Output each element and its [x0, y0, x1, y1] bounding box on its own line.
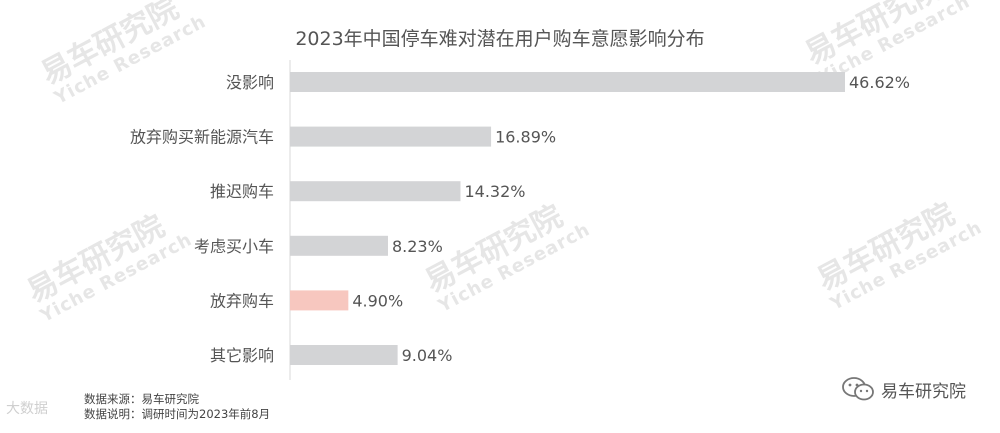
category-label: 推迟购车 [210, 182, 274, 201]
data-label: 16.89% [495, 128, 556, 147]
bar [290, 126, 492, 147]
data-source: 数据来源：易车研究院 [84, 392, 199, 406]
data-label: 14.32% [464, 182, 525, 201]
data-label: 9.04% [402, 346, 453, 365]
bar [290, 235, 388, 256]
bar [290, 181, 461, 202]
data-note: 数据说明：调研时间为2023年前8月 [84, 407, 271, 421]
category-label: 其它影响 [210, 346, 274, 365]
bar [290, 345, 398, 365]
data-label: 46.62% [849, 73, 910, 92]
brand-badge: 易车研究院 [841, 376, 966, 402]
category-label: 考虑买小车 [194, 237, 274, 256]
chart-footer: 数据来源：易车研究院 数据说明：调研时间为2023年前8月 [84, 392, 270, 422]
brand-name: 易车研究院 [881, 381, 966, 402]
data-label: 8.23% [392, 237, 443, 256]
category-label: 没影响 [226, 73, 274, 92]
corner-watermark: 大数据 [6, 401, 48, 417]
category-label: 放弃购车 [210, 291, 274, 310]
chart-title: 2023年中国停车难对潜在用户购车意愿影响分布 [295, 28, 705, 50]
category-label: 放弃购买新能源汽车 [130, 128, 274, 147]
bar [290, 72, 845, 92]
bar [290, 290, 349, 311]
data-label: 4.90% [352, 291, 403, 310]
wechat-icon [842, 377, 874, 401]
